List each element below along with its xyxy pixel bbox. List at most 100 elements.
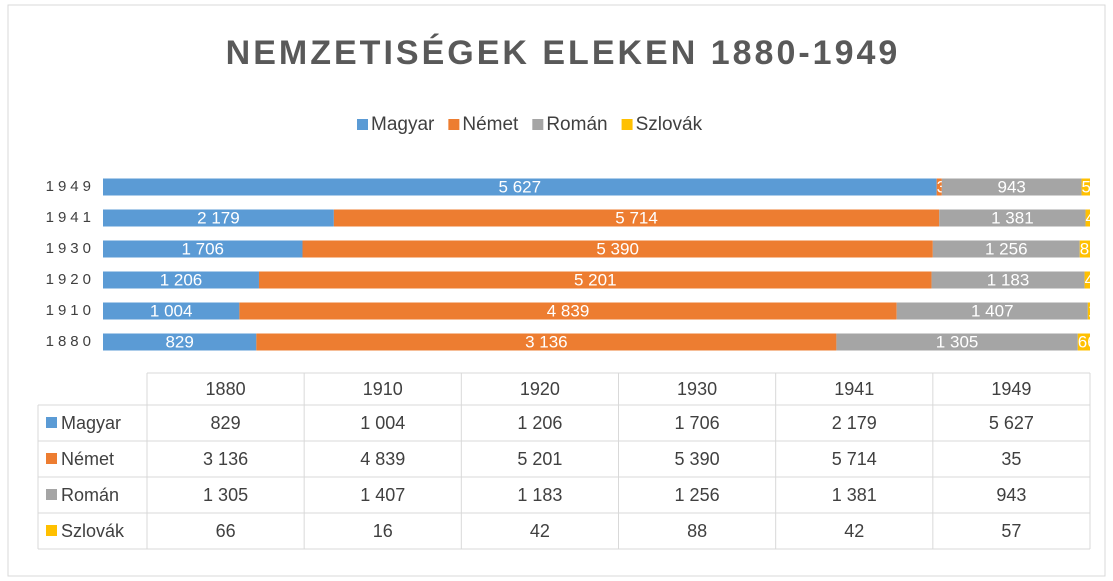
bar-value-label: 35 [937,177,956,196]
legend-label: Német [462,114,519,135]
table-header: 1910 [363,379,403,399]
bar-segment [103,178,937,196]
bar-value-label: 1 256 [985,239,1028,258]
bar-segment [932,240,1080,258]
table-header: 1920 [520,379,560,399]
y-tick-label: 1949 [46,178,95,195]
table-row-label: Román [61,485,119,505]
table-cell: 35 [1001,449,1021,469]
bar-segment [836,333,1078,351]
legend-swatch [357,119,368,130]
table-cell: 1 407 [360,485,405,505]
bar-segment [103,271,259,289]
bar-segment [302,240,933,258]
bar-value-label: 16 [1088,301,1107,320]
segment-label-clip: 4 839 [547,301,590,320]
bar-value-label: 5 201 [574,270,617,289]
segment-label-clip: 1 407 [971,301,1014,320]
segment-label-clip: 3 136 [525,332,568,351]
table-cell: 57 [1001,521,1021,541]
segment-label-clip: 1 004 [150,301,193,320]
bar-segment [239,302,897,320]
table-legend-key [46,453,57,464]
bar-segment [256,333,837,351]
segment-label-clip: 66 [1078,332,1097,351]
segment-label-clip: 57 [1082,177,1090,196]
segment-label-clip: 88 [1080,239,1099,258]
segment-label-clip: 1 256 [985,239,1028,258]
segment-label-clip: 5 390 [596,239,639,258]
bar-value-label: 1 706 [181,239,224,258]
legend-label: Román [546,114,607,135]
bar-value-label: 5 714 [615,208,658,227]
bar-value-label: 5 390 [596,239,639,258]
bar-segment [1079,240,1090,258]
bar-value-label: 1 407 [971,301,1014,320]
segment-label-clip: 1 381 [991,208,1034,227]
table-cell: 1 706 [675,413,720,433]
bar-segment [941,178,1082,196]
chart-title: NEMZETISÉGEK ELEKEN 1880-1949 [226,34,901,72]
bar-value-label: 5 627 [499,177,542,196]
legend-label: Szlovák [636,114,703,135]
table-cell: 42 [844,521,864,541]
bar-value-label: 2 179 [197,208,240,227]
legend-swatch [621,119,633,130]
table-legend-key [46,525,57,536]
segment-label-clip: 1 183 [987,270,1030,289]
segment-label-clip: 1 206 [160,270,203,289]
table-header: 1941 [834,379,874,399]
bar-segment [103,240,303,258]
segment-label-clip: 829 [165,332,193,351]
bar-segment [103,302,240,320]
y-tick-label: 1920 [46,271,95,288]
table-cell: 5 627 [989,413,1034,433]
bar-value-label: 943 [998,177,1026,196]
table-cell: 943 [996,485,1026,505]
bar-value-label: 829 [165,332,193,351]
bar-segment [1085,209,1090,227]
segment-label-clip: 1 305 [936,332,979,351]
bar-value-label: 66 [1078,332,1097,351]
bar-segment [896,302,1088,320]
bar-value-label: 42 [1086,208,1105,227]
legend-swatch [532,119,544,130]
segment-label-clip: 42 [1086,208,1105,227]
y-tick-label: 1910 [46,302,95,319]
table-cell: 5 201 [517,449,562,469]
table-cell: 1 206 [517,413,562,433]
bar-value-label: 1 004 [150,301,193,320]
bar-segment [936,178,942,196]
segment-label-clip: 2 179 [197,208,240,227]
table-cell: 42 [530,521,550,541]
bar-segment [1084,271,1090,289]
chart-frame [7,4,1106,577]
bar-value-label: 4 839 [547,301,590,320]
bar-segment [1087,302,1090,320]
bar-segment [931,271,1085,289]
table-cell: 1 381 [832,485,877,505]
segment-label-clip: 1 706 [181,239,224,258]
table-cell: 88 [687,521,707,541]
table-cell: 1 256 [675,485,720,505]
legend-label: Magyar [371,114,435,135]
segment-label-clip: 16 [1088,301,1107,320]
bar-segment [939,209,1086,227]
bar-value-label: 1 381 [991,208,1034,227]
table-cell: 829 [211,413,241,433]
table-cell: 3 136 [203,449,248,469]
segment-label-clip: 5 714 [615,208,658,227]
bar-segment [1081,178,1090,196]
table-cell: 5 390 [675,449,720,469]
table-cell: 16 [373,521,393,541]
bar-segment [333,209,940,227]
data-table: 1880 1910 1920 1930 1941 1949 Magyar 829 1 004 1 … [37,372,1091,550]
table-cell: 1 004 [360,413,405,433]
table-legend-key [46,489,57,500]
segment-label-clip: 5 201 [574,270,617,289]
bar-value-label: 88 [1080,239,1099,258]
bar-value-label: 1 206 [160,270,203,289]
table-legend-key [46,417,57,428]
segment-label-clip: 35 [937,177,956,196]
